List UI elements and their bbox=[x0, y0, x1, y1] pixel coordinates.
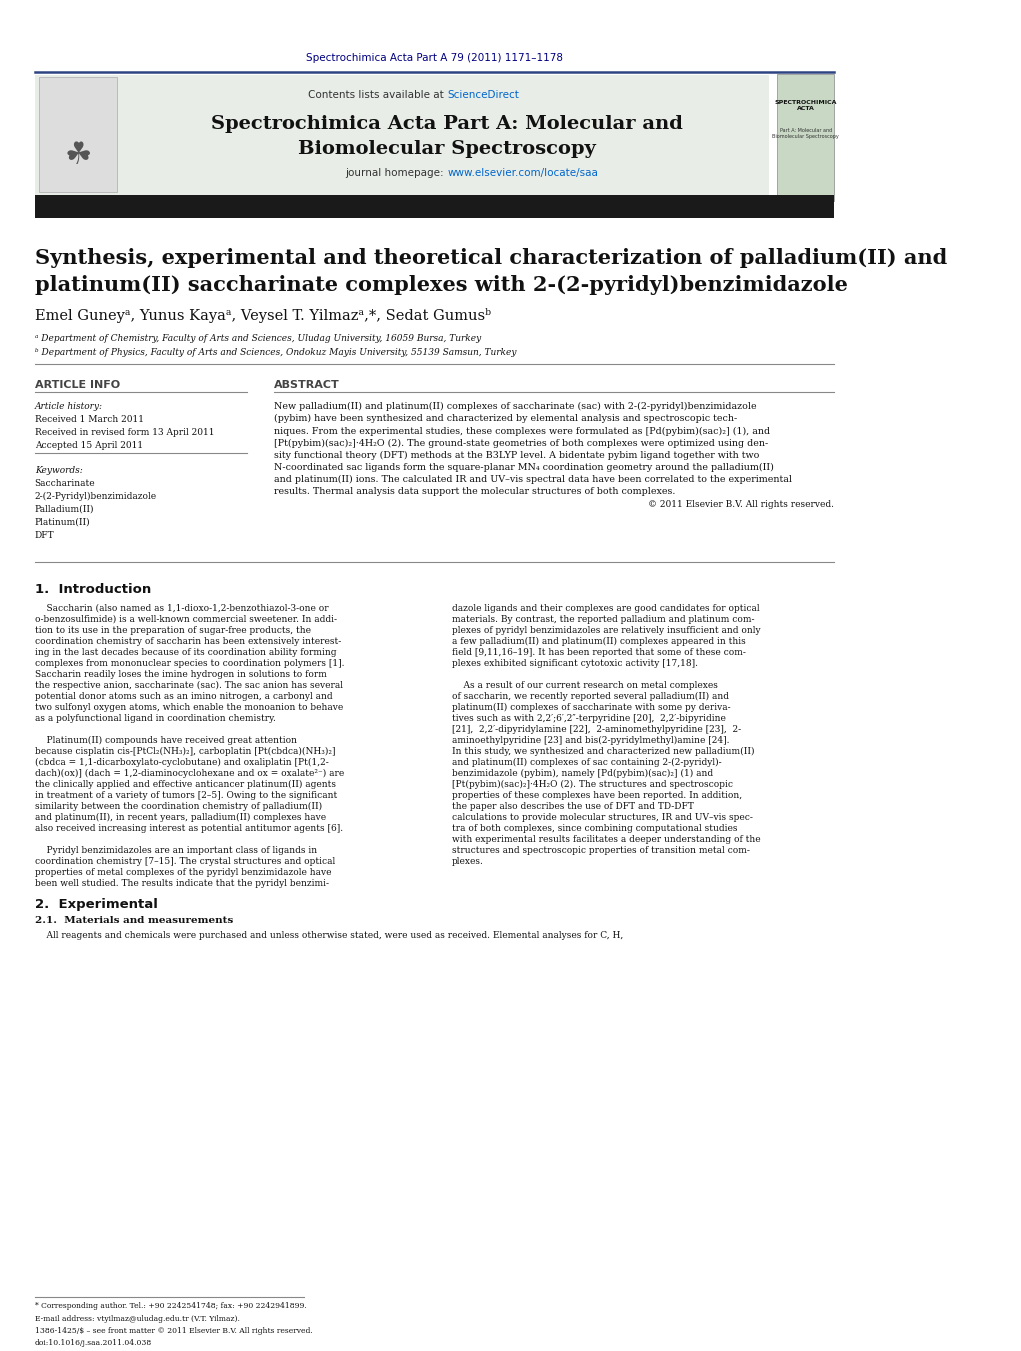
Text: ScienceDirect: ScienceDirect bbox=[447, 91, 519, 100]
Text: 2.1.  Materials and measurements: 2.1. Materials and measurements bbox=[35, 916, 233, 925]
Text: a few palladium(II) and platinum(II) complexes appeared in this: a few palladium(II) and platinum(II) com… bbox=[451, 638, 745, 646]
Text: 2.  Experimental: 2. Experimental bbox=[35, 898, 157, 911]
Text: similarity between the coordination chemistry of palladium(II): similarity between the coordination chem… bbox=[35, 802, 322, 811]
Text: coordination chemistry [7–15]. The crystal structures and optical: coordination chemistry [7–15]. The cryst… bbox=[35, 857, 335, 866]
Text: as a polyfunctional ligand in coordination chemistry.: as a polyfunctional ligand in coordinati… bbox=[35, 713, 276, 723]
Text: sity functional theory (DFT) methods at the B3LYP level. A bidentate pybim ligan: sity functional theory (DFT) methods at … bbox=[274, 451, 759, 459]
Text: in treatment of a variety of tumors [2–5]. Owing to the significant: in treatment of a variety of tumors [2–5… bbox=[35, 790, 337, 800]
Text: Keywords:: Keywords: bbox=[35, 466, 83, 476]
Text: ELSEVIER: ELSEVIER bbox=[42, 197, 115, 211]
Text: www.elsevier.com/locate/saa: www.elsevier.com/locate/saa bbox=[447, 168, 598, 178]
Text: with experimental results facilitates a deeper understanding of the: with experimental results facilitates a … bbox=[451, 835, 761, 844]
Text: (pybim) have been synthesized and characterized by elemental analysis and spectr: (pybim) have been synthesized and charac… bbox=[274, 415, 737, 423]
Text: niques. From the experimental studies, these complexes were formulated as [Pd(py: niques. From the experimental studies, t… bbox=[274, 427, 770, 435]
Text: two sulfonyl oxygen atoms, which enable the monoanion to behave: two sulfonyl oxygen atoms, which enable … bbox=[35, 703, 343, 712]
Text: results. Thermal analysis data support the molecular structures of both complexe: results. Thermal analysis data support t… bbox=[274, 488, 675, 496]
Text: DFT: DFT bbox=[35, 531, 54, 540]
Text: Part A: Molecular and
Biomolecular Spectroscopy: Part A: Molecular and Biomolecular Spect… bbox=[773, 128, 839, 139]
Text: coordination chemistry of saccharin has been extensively interest-: coordination chemistry of saccharin has … bbox=[35, 638, 341, 646]
Text: [21],  2,2′-dipyridylamine [22],  2-aminomethylpyridine [23],  2-: [21], 2,2′-dipyridylamine [22], 2-aminom… bbox=[451, 725, 740, 734]
Text: also received increasing interest as potential antitumor agents [6].: also received increasing interest as pot… bbox=[35, 824, 343, 834]
Text: Platinum(II) compounds have received great attention: Platinum(II) compounds have received gre… bbox=[35, 736, 297, 746]
Text: Spectrochimica Acta Part A: Molecular and: Spectrochimica Acta Part A: Molecular an… bbox=[211, 115, 683, 132]
Text: Pyridyl benzimidazoles are an important class of ligands in: Pyridyl benzimidazoles are an important … bbox=[35, 846, 317, 855]
Text: Article history:: Article history: bbox=[35, 403, 103, 411]
Text: Biomolecular Spectroscopy: Biomolecular Spectroscopy bbox=[298, 141, 596, 158]
Text: In this study, we synthesized and characterized new palladium(II): In this study, we synthesized and charac… bbox=[451, 747, 755, 757]
Text: platinum(II) complexes of saccharinate with some py deriva-: platinum(II) complexes of saccharinate w… bbox=[451, 703, 730, 712]
Text: the clinically applied and effective anticancer platinum(II) agents: the clinically applied and effective ant… bbox=[35, 780, 336, 789]
Text: ARTICLE INFO: ARTICLE INFO bbox=[35, 380, 119, 390]
FancyBboxPatch shape bbox=[35, 195, 833, 218]
Text: been well studied. The results indicate that the pyridyl benzimi-: been well studied. The results indicate … bbox=[35, 880, 329, 888]
Text: materials. By contrast, the reported palladium and platinum com-: materials. By contrast, the reported pal… bbox=[451, 615, 755, 624]
Text: Synthesis, experimental and theoretical characterization of palladium(II) and: Synthesis, experimental and theoretical … bbox=[35, 249, 947, 267]
Text: plexes of pyridyl benzimidazoles are relatively insufficient and only: plexes of pyridyl benzimidazoles are rel… bbox=[451, 626, 761, 635]
Text: journal homepage:: journal homepage: bbox=[345, 168, 447, 178]
Text: tives such as with 2,2′;6′,2″-terpyridine [20],  2,2′-bipyridine: tives such as with 2,2′;6′,2″-terpyridin… bbox=[451, 713, 726, 723]
Text: potential donor atoms such as an imino nitrogen, a carbonyl and: potential donor atoms such as an imino n… bbox=[35, 692, 333, 701]
Text: Emel Guneyᵃ, Yunus Kayaᵃ, Veysel T. Yilmazᵃ,*, Sedat Gumusᵇ: Emel Guneyᵃ, Yunus Kayaᵃ, Veysel T. Yilm… bbox=[35, 308, 491, 323]
Text: tra of both complexes, since combining computational studies: tra of both complexes, since combining c… bbox=[451, 824, 737, 834]
Text: 1386-1425/$ – see front matter © 2011 Elsevier B.V. All rights reserved.: 1386-1425/$ – see front matter © 2011 El… bbox=[35, 1327, 312, 1335]
Text: ☘: ☘ bbox=[64, 141, 92, 169]
Text: ᵇ Department of Physics, Faculty of Arts and Sciences, Ondokuz Mayis University,: ᵇ Department of Physics, Faculty of Arts… bbox=[35, 349, 517, 357]
Text: Received in revised form 13 April 2011: Received in revised form 13 April 2011 bbox=[35, 428, 214, 436]
Text: Received 1 March 2011: Received 1 March 2011 bbox=[35, 415, 144, 424]
Text: [Pt(pybim)(sac)₂]·4H₂O (2). The ground-state geometries of both complexes were o: [Pt(pybim)(sac)₂]·4H₂O (2). The ground-s… bbox=[274, 439, 768, 447]
Text: Saccharin (also named as 1,1-dioxo-1,2-benzothiazol-3-one or: Saccharin (also named as 1,1-dioxo-1,2-b… bbox=[35, 604, 329, 613]
Text: Contents lists available at: Contents lists available at bbox=[308, 91, 447, 100]
Text: field [9,11,16–19]. It has been reported that some of these com-: field [9,11,16–19]. It has been reported… bbox=[451, 648, 745, 657]
Text: properties of these complexes have been reported. In addition,: properties of these complexes have been … bbox=[451, 790, 741, 800]
Text: Saccharinate: Saccharinate bbox=[35, 480, 95, 488]
Text: Spectrochimica Acta Part A 79 (2011) 1171–1178: Spectrochimica Acta Part A 79 (2011) 117… bbox=[305, 53, 563, 63]
FancyBboxPatch shape bbox=[39, 77, 117, 192]
Text: All reagents and chemicals were purchased and unless otherwise stated, were used: All reagents and chemicals were purchase… bbox=[35, 931, 623, 940]
Text: of saccharin, we recently reported several palladium(II) and: of saccharin, we recently reported sever… bbox=[451, 692, 729, 701]
Text: 2-(2-Pyridyl)benzimidazole: 2-(2-Pyridyl)benzimidazole bbox=[35, 492, 157, 501]
Text: [Pt(pybim)(sac)₂]·4H₂O (2). The structures and spectroscopic: [Pt(pybim)(sac)₂]·4H₂O (2). The structur… bbox=[451, 780, 732, 789]
Text: complexes from mononuclear species to coordination polymers [1].: complexes from mononuclear species to co… bbox=[35, 659, 344, 667]
Text: New palladium(II) and platinum(II) complexes of saccharinate (sac) with 2-(2-pyr: New palladium(II) and platinum(II) compl… bbox=[274, 403, 757, 411]
Text: Platinum(II): Platinum(II) bbox=[35, 517, 91, 527]
Text: because cisplatin cis-[PtCl₂(NH₃)₂], carboplatin [Pt(cbdca)(NH₃)₂]: because cisplatin cis-[PtCl₂(NH₃)₂], car… bbox=[35, 747, 335, 757]
Text: ᵃ Department of Chemistry, Faculty of Arts and Sciences, Uludag University, 1605: ᵃ Department of Chemistry, Faculty of Ar… bbox=[35, 334, 481, 343]
FancyBboxPatch shape bbox=[35, 76, 769, 200]
Text: benzimidazole (pybim), namely [Pd(pybim)(sac)₂] (1) and: benzimidazole (pybim), namely [Pd(pybim)… bbox=[451, 769, 713, 778]
Text: platinum(II) saccharinate complexes with 2-(2-pyridyl)benzimidazole: platinum(II) saccharinate complexes with… bbox=[35, 276, 847, 295]
Text: the respective anion, saccharinate (sac). The sac anion has several: the respective anion, saccharinate (sac)… bbox=[35, 681, 343, 690]
Text: o-benzosulfimide) is a well-known commercial sweetener. In addi-: o-benzosulfimide) is a well-known commer… bbox=[35, 615, 337, 624]
Text: 1.  Introduction: 1. Introduction bbox=[35, 584, 151, 596]
Text: aminoethylpyridine [23] and bis(2-pyridylmethyl)amine [24].: aminoethylpyridine [23] and bis(2-pyridy… bbox=[451, 736, 729, 746]
Text: Saccharin readily loses the imine hydrogen in solutions to form: Saccharin readily loses the imine hydrog… bbox=[35, 670, 327, 680]
Text: © 2011 Elsevier B.V. All rights reserved.: © 2011 Elsevier B.V. All rights reserved… bbox=[647, 500, 833, 508]
Text: dach)(ox)] (dach = 1,2-diaminocyclohexane and ox = oxalate²⁻) are: dach)(ox)] (dach = 1,2-diaminocyclohexan… bbox=[35, 769, 344, 778]
Text: Palladium(II): Palladium(II) bbox=[35, 505, 94, 513]
Text: calculations to provide molecular structures, IR and UV–vis spec-: calculations to provide molecular struct… bbox=[451, 813, 752, 821]
Text: plexes exhibited significant cytotoxic activity [17,18].: plexes exhibited significant cytotoxic a… bbox=[451, 659, 697, 667]
Text: E-mail address: vtyilmaz@uludag.edu.tr (V.T. Yilmaz).: E-mail address: vtyilmaz@uludag.edu.tr (… bbox=[35, 1315, 240, 1323]
Text: and platinum(II) ions. The calculated IR and UV–vis spectral data have been corr: and platinum(II) ions. The calculated IR… bbox=[274, 476, 791, 484]
Text: N-coordinated sac ligands form the square-planar MN₄ coordination geometry aroun: N-coordinated sac ligands form the squar… bbox=[274, 463, 774, 471]
Text: SPECTROCHIMICA
ACTA: SPECTROCHIMICA ACTA bbox=[775, 100, 837, 111]
Text: ing in the last decades because of its coordination ability forming: ing in the last decades because of its c… bbox=[35, 648, 336, 657]
Text: * Corresponding author. Tel.: +90 2242541748; fax: +90 2242941899.: * Corresponding author. Tel.: +90 224254… bbox=[35, 1302, 306, 1310]
Text: properties of metal complexes of the pyridyl benzimidazole have: properties of metal complexes of the pyr… bbox=[35, 867, 331, 877]
Text: and platinum(II) complexes of sac containing 2-(2-pyridyl)-: and platinum(II) complexes of sac contai… bbox=[451, 758, 721, 767]
Text: plexes.: plexes. bbox=[451, 857, 483, 866]
Text: As a result of our current research on metal complexes: As a result of our current research on m… bbox=[451, 681, 718, 690]
Text: tion to its use in the preparation of sugar-free products, the: tion to its use in the preparation of su… bbox=[35, 626, 310, 635]
Text: dazole ligands and their complexes are good candidates for optical: dazole ligands and their complexes are g… bbox=[451, 604, 760, 613]
Text: and platinum(II), in recent years, palladium(II) complexes have: and platinum(II), in recent years, palla… bbox=[35, 813, 326, 823]
Text: (cbdca = 1,1-dicarboxylato-cyclobutane) and oxaliplatin [Pt(1,2-: (cbdca = 1,1-dicarboxylato-cyclobutane) … bbox=[35, 758, 329, 767]
Text: doi:10.1016/j.saa.2011.04.038: doi:10.1016/j.saa.2011.04.038 bbox=[35, 1339, 152, 1347]
Text: structures and spectroscopic properties of transition metal com-: structures and spectroscopic properties … bbox=[451, 846, 749, 855]
Text: the paper also describes the use of DFT and TD-DFT: the paper also describes the use of DFT … bbox=[451, 802, 693, 811]
FancyBboxPatch shape bbox=[777, 74, 833, 201]
Text: ABSTRACT: ABSTRACT bbox=[274, 380, 339, 390]
Text: Accepted 15 April 2011: Accepted 15 April 2011 bbox=[35, 440, 143, 450]
